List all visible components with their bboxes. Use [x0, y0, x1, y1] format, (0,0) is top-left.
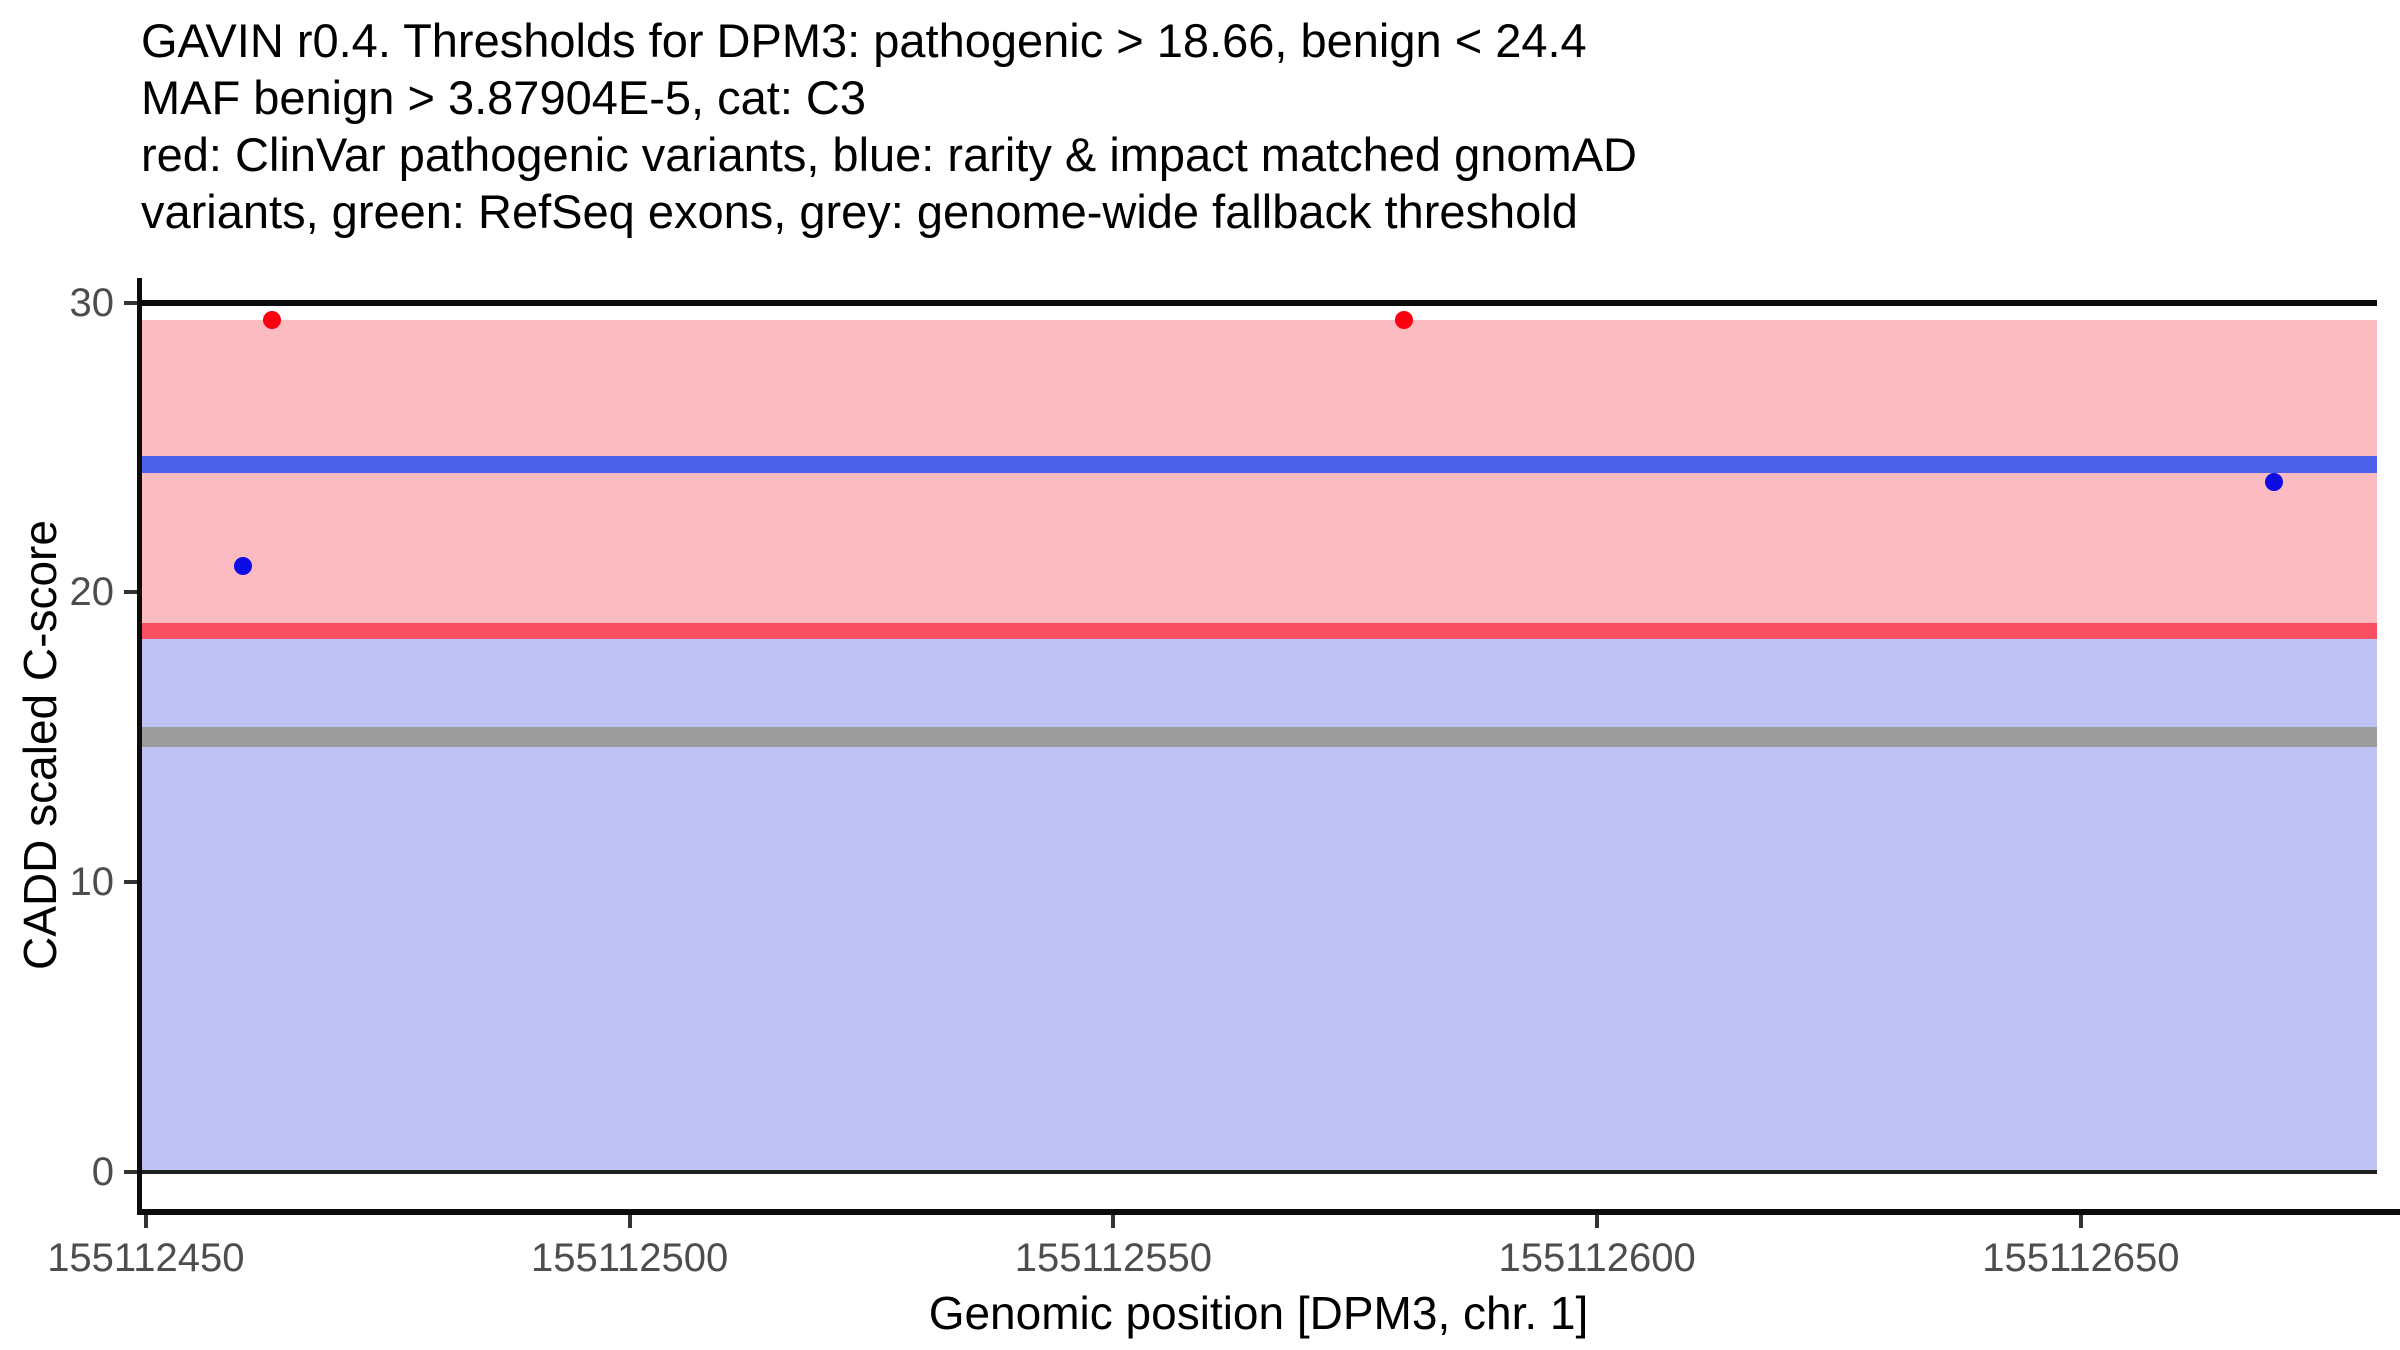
benign-threshold-line [140, 456, 2377, 474]
x-tick [627, 1215, 632, 1228]
x-tick-label: 155112500 [530, 1236, 729, 1280]
y-tick [124, 300, 137, 305]
x-tick-label: 155112650 [1982, 1236, 2180, 1280]
fallback-threshold-line [140, 727, 2377, 748]
chart-title-line-3: red: ClinVar pathogenic variants, blue: … [141, 128, 1637, 181]
y-tick-label: 10 [69, 859, 115, 904]
zero-line [140, 1169, 2377, 1174]
x-axis-line [137, 1209, 2400, 1215]
chart-title-line-2: MAF benign > 3.87904E-5, cat: C3 [141, 71, 867, 124]
chart-title-line-4: variants, green: RefSeq exons, grey: gen… [141, 185, 1578, 238]
clinvar-pathogenic-point [1394, 310, 1413, 329]
clinvar-pathogenic-point [262, 310, 281, 329]
chart-title-line-1: GAVIN r0.4. Thresholds for DPM3: pathoge… [141, 14, 1587, 67]
y-tick-label: 0 [91, 1149, 114, 1194]
x-tick [143, 1215, 148, 1228]
x-tick-label: 155112600 [1498, 1236, 1696, 1280]
x-tick [2078, 1215, 2083, 1228]
y-tick [124, 879, 137, 884]
x-axis-title: Genomic position [DPM3, chr. 1] [928, 1287, 1589, 1339]
x-tick-label: 155112450 [47, 1236, 245, 1280]
chart-panel [140, 278, 2377, 1213]
y-axis-title: CADD scaled C-score [14, 520, 66, 970]
x-tick [1595, 1215, 1600, 1228]
gnomad-matched-point [233, 557, 252, 576]
x-tick [1111, 1215, 1116, 1228]
x-tick-label: 155112550 [1014, 1236, 1212, 1280]
y-tick-label: 30 [69, 280, 115, 325]
y-tick-label: 20 [69, 570, 115, 615]
y-axis-line [137, 278, 142, 1214]
gnomad-matched-point [2265, 473, 2284, 492]
top-frame-line [140, 299, 2377, 306]
pathogenic-region [140, 319, 2377, 632]
chart-title: GAVIN r0.4. Thresholds for DPM3: pathoge… [141, 12, 1637, 240]
y-tick [124, 1169, 137, 1174]
pathogenic-threshold-line [140, 623, 2377, 640]
benign-region [140, 631, 2377, 1172]
y-tick [124, 590, 137, 595]
